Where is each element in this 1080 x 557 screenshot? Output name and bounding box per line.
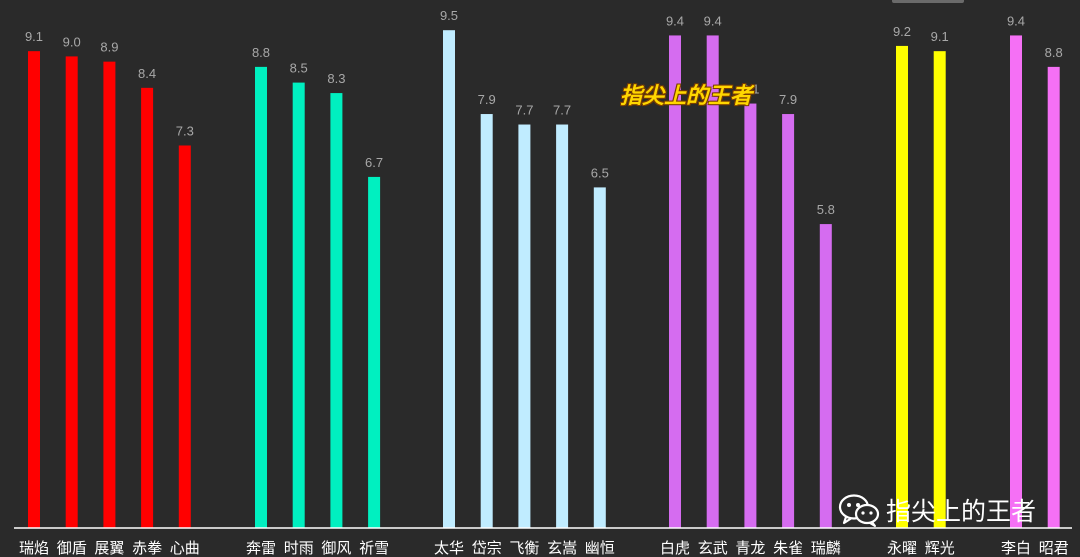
- category-tick-label: 玄武: [698, 539, 728, 557]
- value-label: 8.9: [100, 40, 118, 55]
- bar-青龙: [744, 103, 757, 528]
- value-label: 8.1: [741, 82, 759, 97]
- value-label: 9.5: [440, 8, 458, 23]
- bars-layer: [28, 30, 1060, 529]
- category-tick-label: 昭君: [1039, 539, 1069, 557]
- value-label: 6.7: [365, 155, 383, 170]
- value-label: 8.3: [327, 71, 345, 86]
- category-tick-label: 时雨: [284, 539, 314, 557]
- value-label: 9.1: [931, 29, 949, 44]
- value-label: 7.9: [478, 92, 496, 107]
- category-tick-label: 瑞麟: [811, 539, 841, 557]
- category-tick-label: 幽恒: [585, 539, 615, 557]
- bar-朱雀: [782, 114, 795, 528]
- value-label: 6.5: [591, 165, 609, 180]
- value-label: 7.7: [515, 103, 533, 118]
- category-tick-label: 飞衡: [509, 539, 539, 557]
- value-label: 8.4: [138, 66, 156, 81]
- bar-李白: [1010, 35, 1022, 528]
- scrollbar-sliver: [892, 0, 964, 3]
- bar-幽恒: [593, 187, 606, 528]
- watermark: 指尖上的王者: [838, 492, 1036, 528]
- bar-瑞焰: [28, 51, 40, 528]
- value-labels-layer: 9.1 9.0 8.9 8.4 7.3 8.8 8.5 8.3 6.7 9.5 7.9 7.7 7.7 6…: [25, 8, 1063, 217]
- category-tick-label: 赤拳: [132, 539, 162, 557]
- bar-太华: [443, 30, 455, 528]
- value-label: 9.1: [25, 29, 43, 44]
- category-tick-label: 岱宗: [472, 539, 502, 557]
- value-label: 8.8: [252, 45, 270, 60]
- value-label: 7.7: [553, 103, 571, 118]
- category-tick-label: 瑞焰: [19, 539, 49, 557]
- category-tick-label: 朱雀: [773, 539, 803, 557]
- category-tick-label: 辉光: [925, 539, 955, 557]
- bar-时雨: [292, 82, 305, 528]
- category-tick-label: 展翼: [94, 539, 124, 557]
- value-label: 9.4: [1007, 13, 1025, 28]
- bar-祈雪: [368, 176, 381, 529]
- value-label: 9.4: [704, 13, 722, 28]
- bar-飞衡: [518, 124, 531, 529]
- bar-玄武: [706, 35, 719, 528]
- category-tick-label: 永曜: [887, 539, 917, 557]
- value-label: 9.4: [666, 13, 684, 28]
- category-tick-label: 祈雪: [359, 539, 389, 557]
- value-label: 5.8: [817, 202, 835, 217]
- category-tick-label: 心曲: [170, 539, 200, 557]
- value-label: 9.0: [63, 34, 81, 49]
- overlay-title: 指尖上的王者: [620, 84, 753, 109]
- category-tick-label: 奔雷: [246, 539, 276, 557]
- category-tick-label: 御盾: [57, 539, 87, 557]
- bar-瑞麟: [819, 224, 832, 528]
- bar-御风: [330, 93, 343, 528]
- value-label: 8.8: [1045, 45, 1063, 60]
- wechat-icon: [838, 494, 880, 527]
- bar-御盾: [65, 56, 78, 529]
- value-label: 7.3: [176, 123, 194, 138]
- bar-辉光: [933, 51, 946, 528]
- bar-展翼: [103, 61, 116, 528]
- bar-心曲: [178, 145, 191, 529]
- value-label: 9.2: [893, 24, 911, 39]
- category-tick-label: 玄嵩: [547, 539, 577, 557]
- bar-奔雷: [255, 66, 267, 528]
- bar-赤拳: [141, 87, 154, 528]
- bar-白虎: [669, 35, 681, 528]
- category-tick-label: 李白: [1001, 539, 1031, 557]
- category-tick-label: 太华: [434, 539, 464, 557]
- category-tick-label: 白虎: [660, 539, 690, 557]
- tick-labels-layer: 瑞焰 御盾 展翼 赤拳 心曲 奔雷 时雨 御风 祈雪 太华 岱宗 飞衡 玄嵩 幽恒 白虎 玄武 青龙 朱雀 瑞麟 永曜…: [19, 539, 1069, 557]
- watermark-text: 指尖上的王者: [886, 497, 1037, 526]
- value-label: 8.5: [290, 61, 308, 76]
- bar-岱宗: [480, 114, 493, 528]
- bar-玄嵩: [556, 124, 569, 529]
- value-label: 7.9: [779, 92, 797, 107]
- bar-昭君: [1047, 66, 1060, 528]
- category-tick-label: 御风: [321, 539, 351, 557]
- category-tick-label: 青龙: [735, 539, 765, 557]
- bar-永曜: [896, 45, 908, 529]
